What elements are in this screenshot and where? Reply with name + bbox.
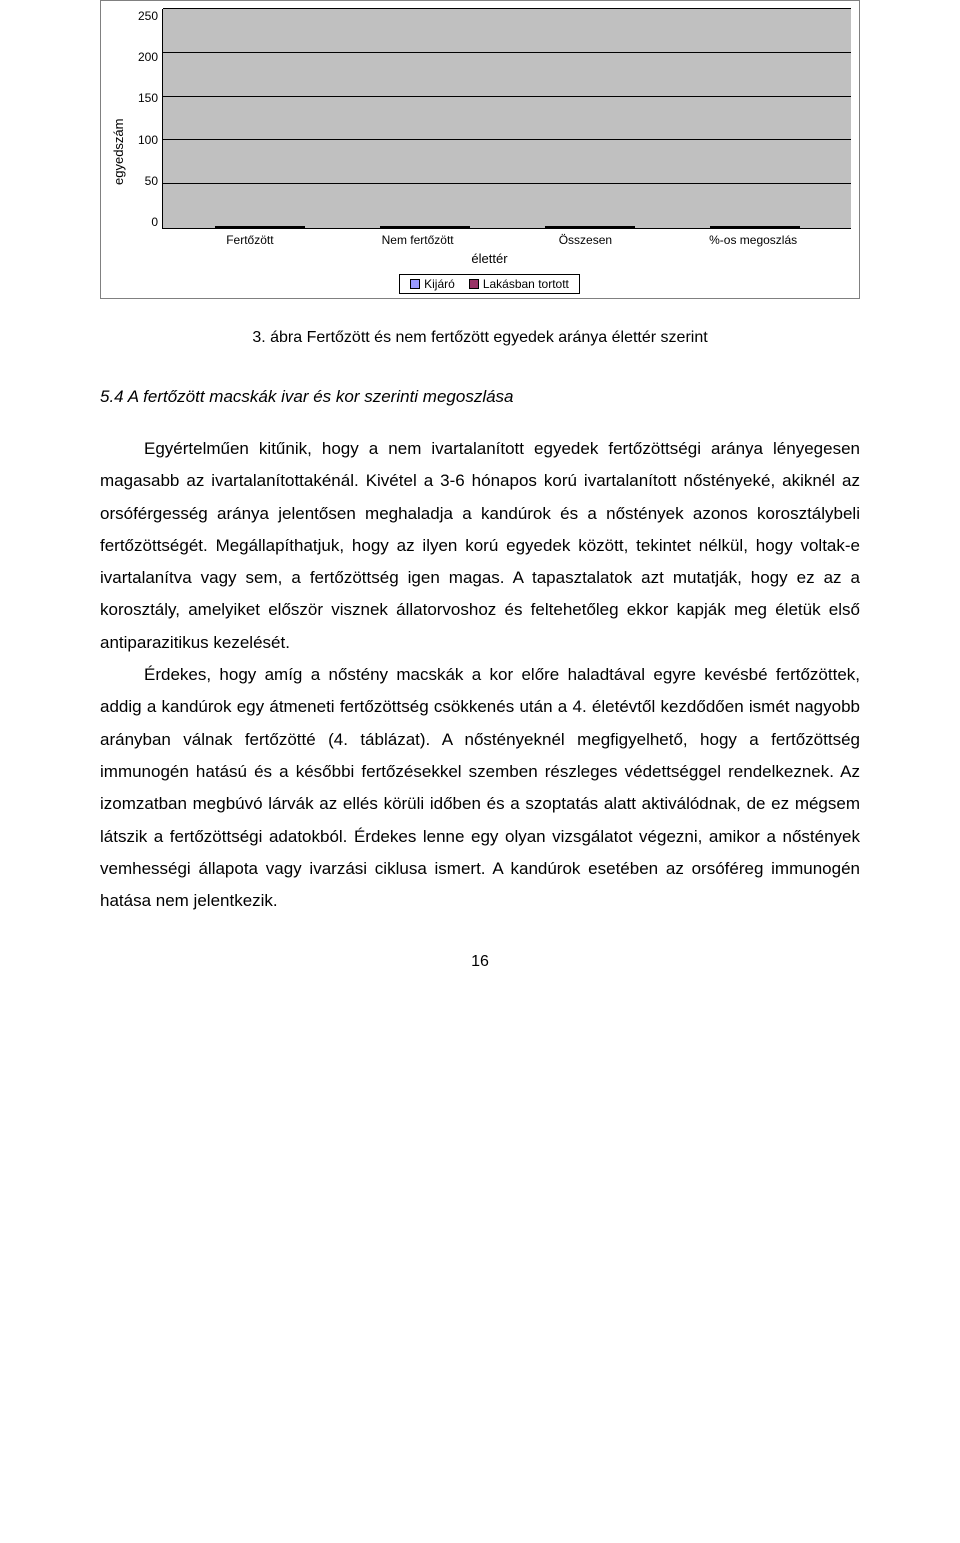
y-ticks: 250 200 150 100 50 0: [128, 9, 162, 229]
ytick: 100: [138, 133, 158, 147]
bar: [380, 226, 425, 228]
legend: Kijáró Lakásban tortott: [399, 274, 580, 294]
plot-area: [162, 9, 851, 229]
bar: [215, 226, 260, 228]
plot-row: 250 200 150 100 50 0: [128, 9, 851, 229]
x-label: %-os megoszlás: [693, 233, 813, 247]
x-tick-labels: Fertőzött Nem fertőzött Összesen %-os me…: [128, 229, 851, 247]
x-axis-label: élettér: [128, 247, 851, 266]
bar: [260, 226, 305, 228]
y-axis-label: egyedszám: [109, 9, 128, 294]
legend-swatch: [410, 279, 420, 289]
x-label: Nem fertőzött: [358, 233, 478, 247]
bar-group: [365, 226, 485, 228]
chart-inner: egyedszám 250 200 150 100 50 0 Fertőzött…: [109, 9, 851, 294]
bar-group: [530, 226, 650, 228]
bar: [590, 226, 635, 228]
section-heading: 5.4 A fertőzött macskák ivar és kor szer…: [100, 387, 860, 407]
ytick: 250: [138, 9, 158, 23]
ytick: 50: [145, 174, 158, 188]
ytick: 200: [138, 50, 158, 64]
bar: [710, 226, 755, 228]
bar-group: [200, 226, 320, 228]
body-text: Egyértelműen kitűnik, hogy a nem ivartal…: [100, 433, 860, 917]
bar-chart: egyedszám 250 200 150 100 50 0 Fertőzött…: [100, 0, 860, 299]
legend-item: Lakásban tortott: [469, 277, 569, 291]
ytick: 150: [138, 91, 158, 105]
bars-layer: [163, 9, 851, 228]
legend-label: Kijáró: [424, 277, 455, 291]
bar: [755, 226, 800, 228]
bar-group: [695, 226, 815, 228]
paragraph: Egyértelműen kitűnik, hogy a nem ivartal…: [100, 433, 860, 659]
paragraph: Érdekes, hogy amíg a nőstény macskák a k…: [100, 659, 860, 917]
legend-swatch: [469, 279, 479, 289]
page-number: 16: [100, 953, 860, 971]
legend-label: Lakásban tortott: [483, 277, 569, 291]
bar: [545, 226, 590, 228]
ytick: 0: [151, 215, 158, 229]
x-label: Fertőzött: [190, 233, 310, 247]
figure-caption: 3. ábra Fertőzött és nem fertőzött egyed…: [100, 329, 860, 347]
legend-item: Kijáró: [410, 277, 455, 291]
bar: [425, 226, 470, 228]
x-label: Összesen: [525, 233, 645, 247]
plot-column: 250 200 150 100 50 0 Fertőzött Nem fertő…: [128, 9, 851, 294]
